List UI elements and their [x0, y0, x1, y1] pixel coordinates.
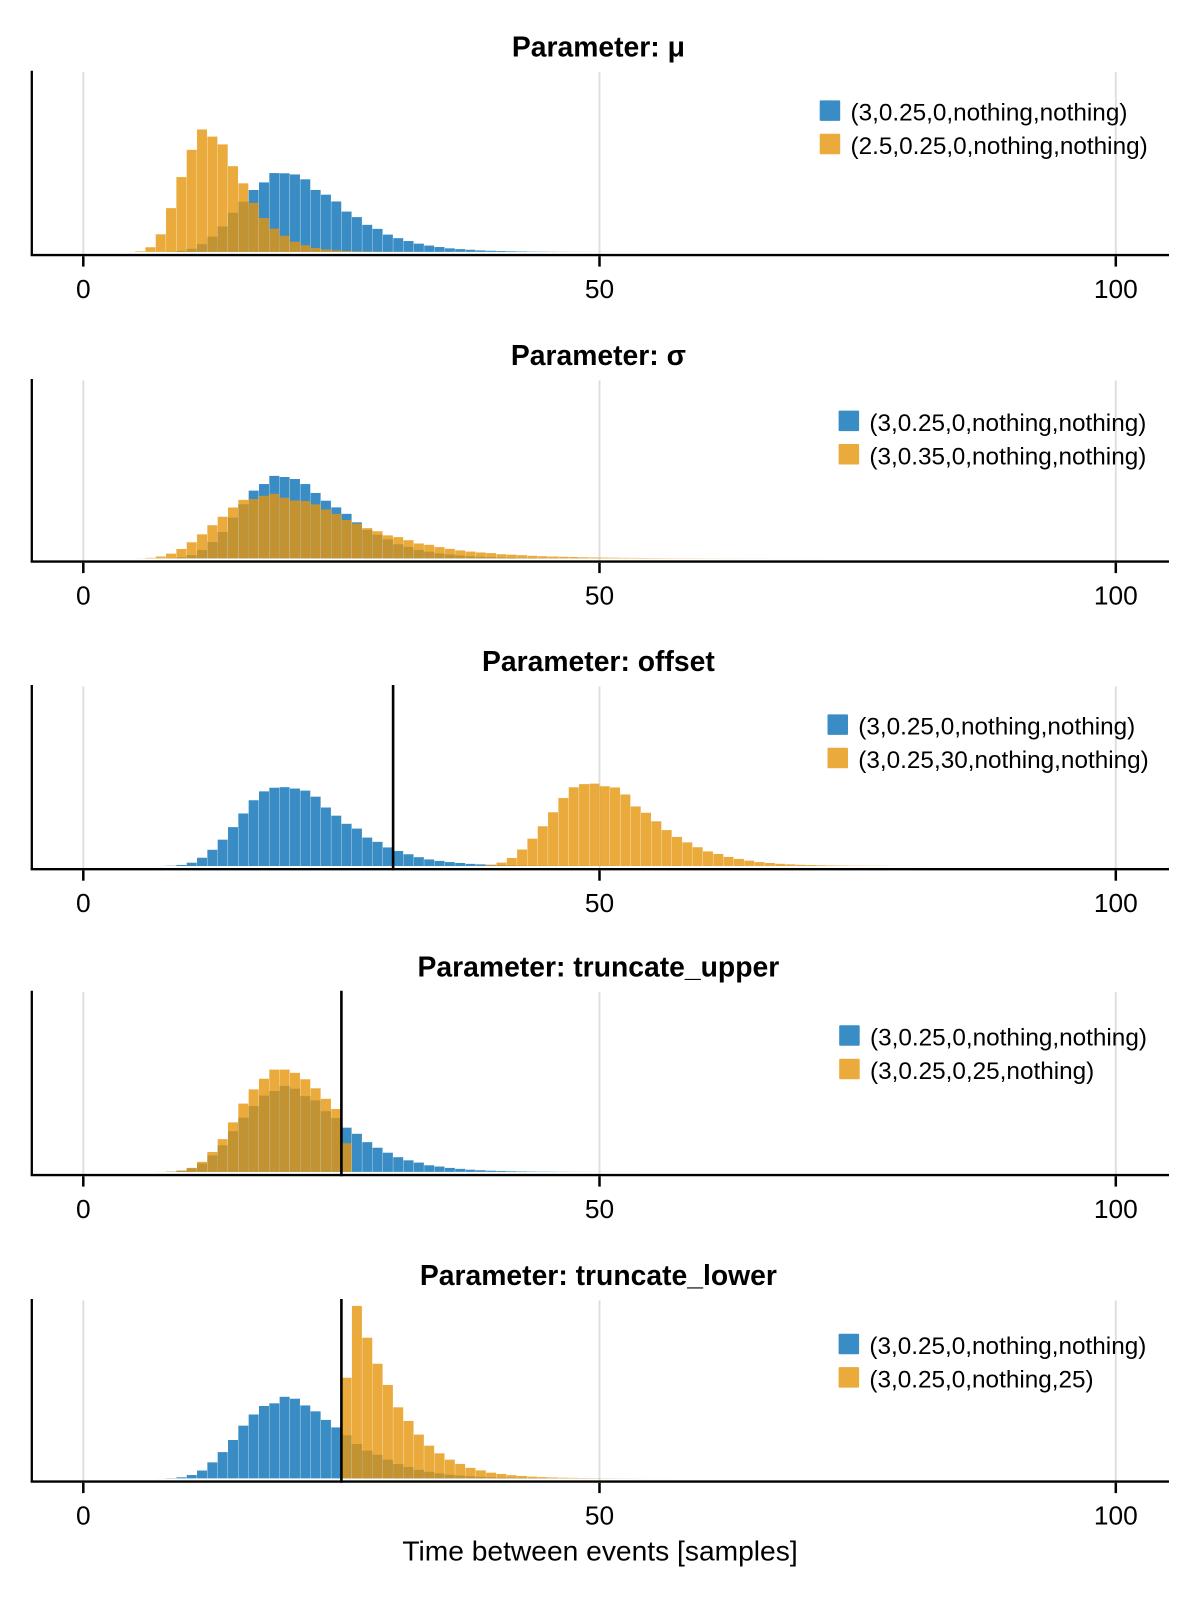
- svg-text:(3,0.25,0,nothing,nothing): (3,0.25,0,nothing,nothing): [869, 410, 1146, 437]
- svg-text:(2.5,0.25,0,nothing,nothing): (2.5,0.25,0,nothing,nothing): [851, 133, 1148, 160]
- svg-text:Time between events [samples]: Time between events [samples]: [402, 1535, 797, 1567]
- svg-text:0: 0: [76, 581, 91, 611]
- svg-text:0: 0: [76, 1194, 91, 1224]
- svg-text:50: 50: [585, 1501, 614, 1531]
- svg-text:100: 100: [1094, 888, 1138, 918]
- svg-text:Parameter: μ: Parameter: μ: [512, 31, 685, 63]
- svg-text:(3,0.35,0,nothing,nothing): (3,0.35,0,nothing,nothing): [869, 443, 1146, 470]
- svg-text:(3,0.25,30,nothing,nothing): (3,0.25,30,nothing,nothing): [858, 747, 1148, 774]
- svg-text:(3,0.25,0,nothing,nothing): (3,0.25,0,nothing,nothing): [858, 714, 1135, 741]
- svg-text:50: 50: [585, 274, 614, 304]
- svg-text:0: 0: [76, 1501, 91, 1531]
- svg-text:50: 50: [585, 581, 614, 611]
- svg-text:50: 50: [585, 888, 614, 918]
- svg-text:Parameter: offset: Parameter: offset: [482, 645, 715, 677]
- svg-text:(3,0.25,0,nothing,nothing): (3,0.25,0,nothing,nothing): [851, 100, 1128, 127]
- svg-text:0: 0: [76, 274, 91, 304]
- svg-text:(3,0.25,0,25,nothing): (3,0.25,0,25,nothing): [870, 1058, 1094, 1085]
- svg-text:50: 50: [585, 1194, 614, 1224]
- svg-text:100: 100: [1094, 274, 1138, 304]
- svg-text:100: 100: [1094, 1501, 1138, 1531]
- svg-text:Parameter: σ: Parameter: σ: [511, 339, 686, 371]
- svg-text:(3,0.25,0,nothing,25): (3,0.25,0,nothing,25): [869, 1366, 1093, 1393]
- svg-text:100: 100: [1094, 1194, 1138, 1224]
- svg-text:(3,0.25,0,nothing,nothing): (3,0.25,0,nothing,nothing): [869, 1333, 1146, 1360]
- svg-text:Parameter: truncate_upper: Parameter: truncate_upper: [418, 951, 780, 983]
- svg-text:100: 100: [1094, 581, 1138, 611]
- svg-text:(3,0.25,0,nothing,nothing): (3,0.25,0,nothing,nothing): [870, 1025, 1147, 1052]
- svg-text:0: 0: [76, 888, 91, 918]
- svg-text:Parameter: truncate_lower: Parameter: truncate_lower: [420, 1259, 777, 1291]
